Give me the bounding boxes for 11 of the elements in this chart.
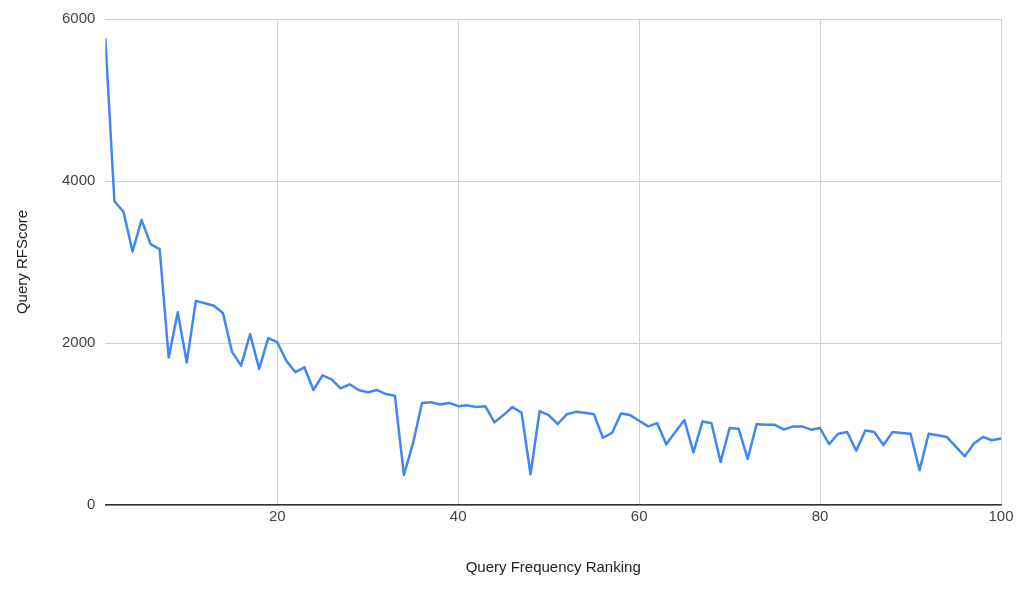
x-tick-label: 60 — [630, 507, 648, 525]
x-tick-label: 20 — [268, 507, 286, 525]
x-axis-title: Query Frequency Ranking — [465, 558, 641, 576]
y-tick-label: 0 — [87, 495, 96, 513]
y-axis-title: Query RFScore — [13, 209, 31, 315]
x-tick-label: 80 — [811, 507, 829, 525]
x-tick-label: 100 — [988, 507, 1014, 525]
y-tick-label: 4000 — [61, 171, 96, 189]
x-tick-label: 40 — [449, 507, 467, 525]
y-tick-label: 6000 — [61, 9, 96, 27]
y-tick-label: 2000 — [61, 333, 96, 351]
